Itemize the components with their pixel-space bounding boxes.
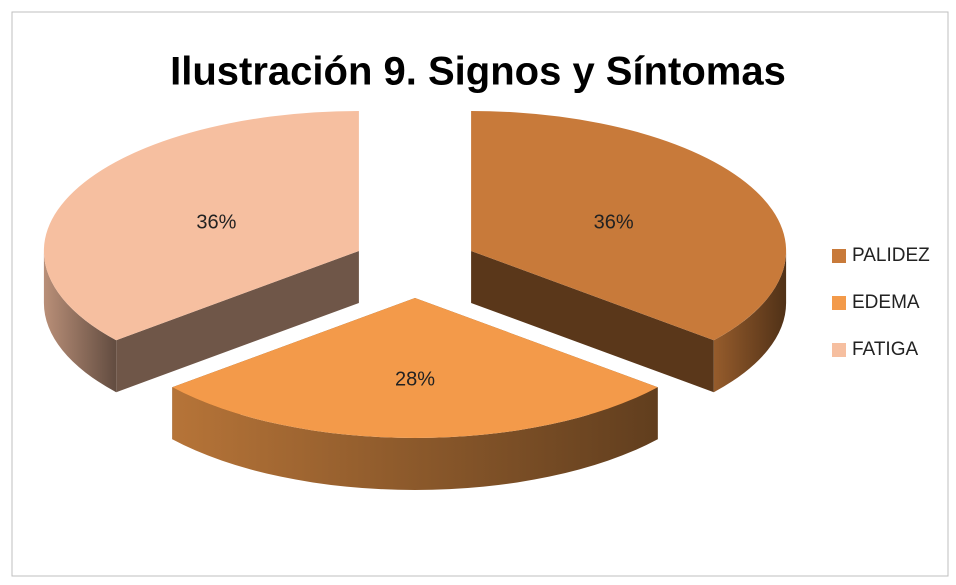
slice-side xyxy=(116,250,359,393)
legend-label: PALIDEZ xyxy=(852,245,930,266)
legend-swatch xyxy=(832,296,846,310)
slice-side xyxy=(471,250,714,393)
slice-wall xyxy=(713,250,787,393)
slice-wall xyxy=(172,387,658,490)
slice-top xyxy=(43,110,359,341)
legend-swatch xyxy=(832,249,846,263)
legend-label: EDEMA xyxy=(852,292,920,313)
pie-slice xyxy=(471,110,787,393)
data-label: 28% xyxy=(395,368,435,390)
pie-slice xyxy=(43,110,359,393)
legend-swatch xyxy=(832,343,846,357)
legend-label: FATIGA xyxy=(852,339,918,360)
data-label: 36% xyxy=(594,211,634,233)
chart-title: Ilustración 9. Signos y Síntomas xyxy=(170,50,786,94)
slice-top xyxy=(172,298,658,438)
slice-top xyxy=(471,110,787,341)
pie-slice xyxy=(172,298,658,490)
data-label: 36% xyxy=(196,211,236,233)
slice-wall xyxy=(43,250,117,393)
